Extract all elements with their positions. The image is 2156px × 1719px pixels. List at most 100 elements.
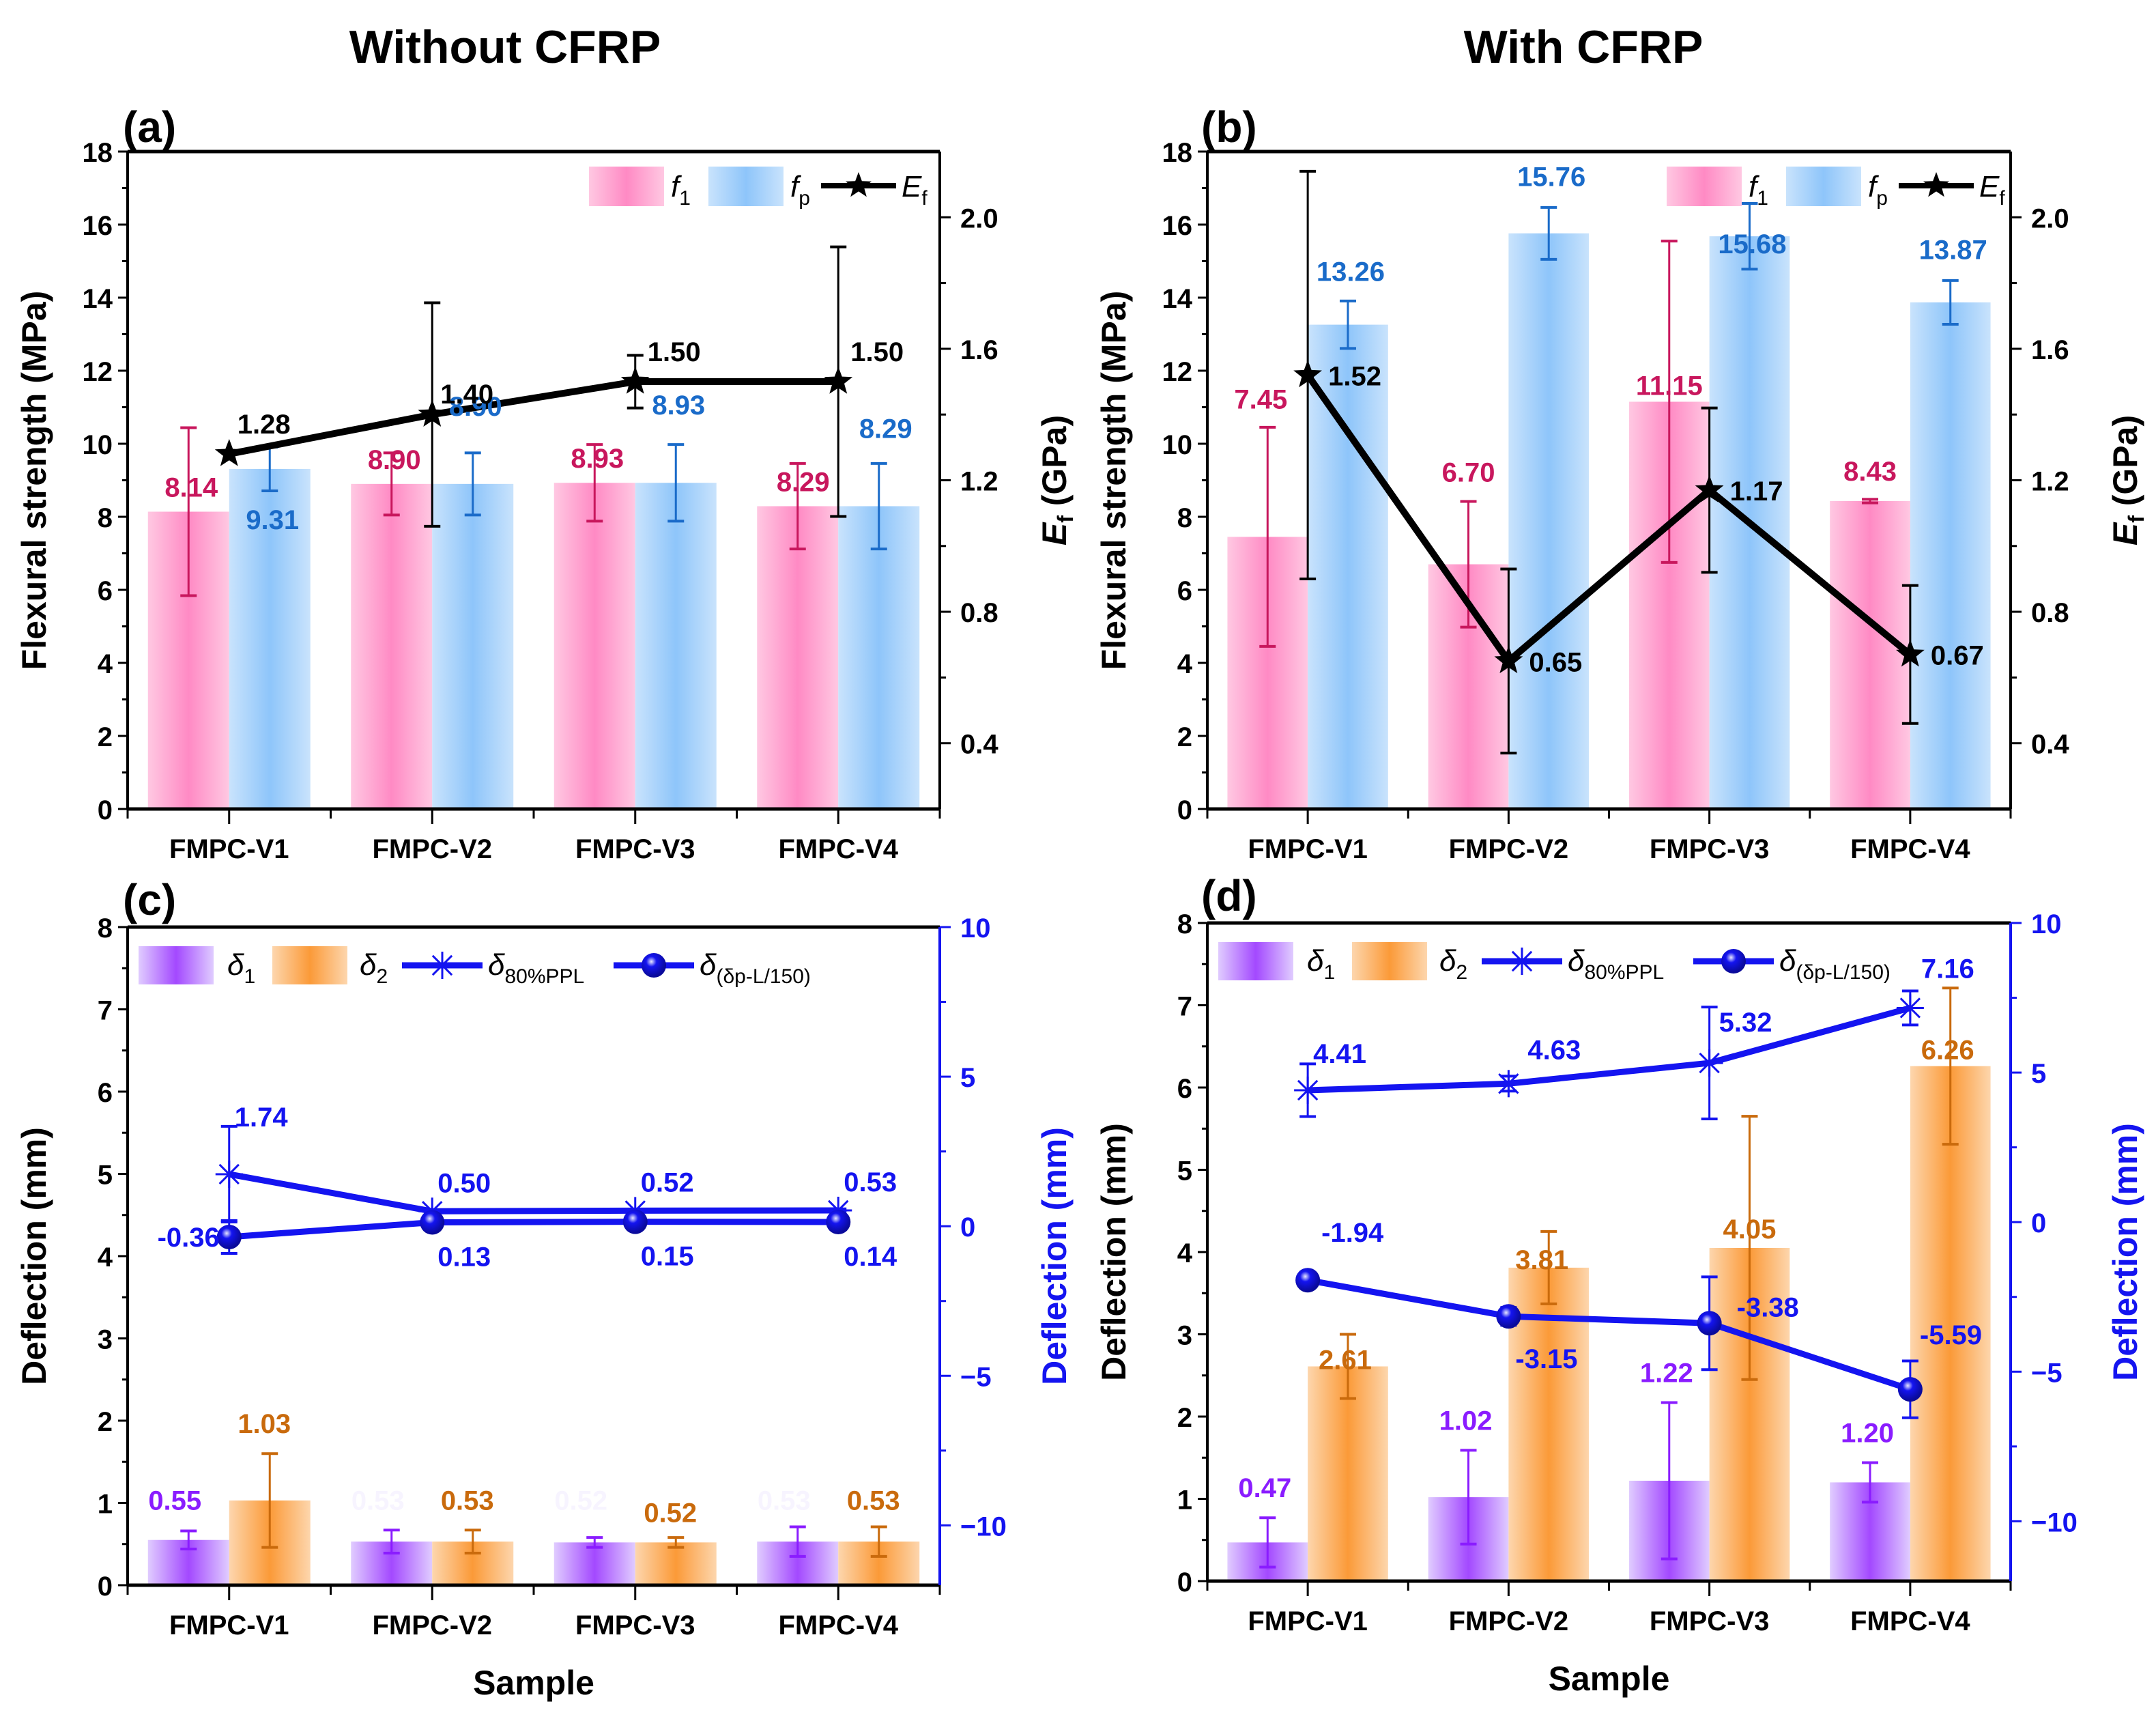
legend-label-d80: δ80%PPL: [488, 948, 584, 988]
y2-tick-label: 5: [2031, 1059, 2046, 1089]
legend-label-fp: fp: [790, 170, 810, 210]
y-axis-title: Deflection (mm): [1095, 1123, 1133, 1381]
data-label-dl: -3.38: [1737, 1292, 1799, 1322]
y2-tick-label: 2.0: [960, 203, 998, 233]
series-line-ef: [1305, 373, 1913, 665]
marker-asterisk: [1495, 1070, 1523, 1098]
x-tick-label: FMPC-V1: [1248, 834, 1368, 864]
marker-asterisk: [1294, 1076, 1322, 1104]
y-tick-label: 18: [83, 138, 113, 168]
column-title-without-cfrp: Without CFRP: [349, 21, 661, 73]
legend-main: δ: [360, 948, 377, 982]
marker-ball: [420, 1210, 445, 1235]
bar-fp-fmpc-v2: [1508, 233, 1590, 810]
series-line-ef: [228, 378, 839, 457]
bar-f1-fmpc-v3: [554, 483, 635, 809]
panel-d: (d) 0 1 2 3 4 5 6 7 8 −10 −5 0 5 10 FMPC-V1 FMPC-V2 FMPC-…: [1095, 871, 2144, 1698]
legend-main: δ: [227, 948, 244, 982]
y-axis-title: Flexural strength (MPa): [15, 291, 53, 670]
legend-swatch-d2: [272, 946, 347, 984]
y-axis-title: Deflection (mm): [15, 1127, 53, 1385]
x-tick-label: FMPC-V2: [1449, 1606, 1569, 1636]
x-tick-label: FMPC-V4: [1850, 834, 1970, 864]
bar-d2-fmpc-v4: [1910, 1066, 1991, 1581]
y-tick-label: 12: [83, 357, 113, 387]
legend-sub: 1: [1323, 961, 1335, 984]
data-label-fp: 9.31: [246, 505, 299, 535]
series-line-d80: [1307, 1005, 1912, 1094]
series-line-dL: [1307, 1277, 1912, 1393]
data-label-d1: 1.20: [1841, 1418, 1894, 1448]
data-label-ef: 1.50: [850, 337, 904, 367]
data-label-d1: 0.53: [758, 1486, 811, 1516]
legend-ball-icon: [642, 953, 666, 978]
marker-star: [214, 439, 244, 466]
y-tick-label: 5: [1177, 1156, 1192, 1187]
x-tick-label: FMPC-V1: [169, 834, 289, 864]
data-label-fp: 15.68: [1718, 229, 1786, 259]
legend-swatch-d2: [1352, 942, 1427, 980]
panel-letter: (a): [123, 102, 176, 152]
y2-axis-title: Ef (GPa): [2106, 415, 2148, 545]
marker-ball: [1897, 1377, 1923, 1402]
y-tick-label: 8: [98, 503, 113, 533]
legend-asterisk-icon: [431, 954, 453, 976]
data-label-ef: 1.17: [1730, 477, 1783, 507]
bar-fp-fmpc-v4: [838, 506, 920, 809]
marker-ball: [1496, 1304, 1521, 1329]
y-tick-label: 8: [98, 913, 113, 943]
x-axis-title: Sample: [473, 1664, 594, 1702]
x-tick-label: FMPC-V1: [1248, 1606, 1368, 1636]
data-label-fp: 13.87: [1919, 235, 1987, 265]
y-tick-label: 1: [98, 1490, 113, 1520]
y2-tick-label: −5: [2031, 1358, 2062, 1388]
y-tick-label: 8: [1177, 909, 1192, 939]
legend-main: δ: [1307, 944, 1324, 978]
data-label-ef: 1.28: [238, 410, 291, 440]
legend-main: δ: [1439, 944, 1456, 978]
legend-sub: 1: [1757, 187, 1768, 210]
legend-sub: f: [1999, 187, 2005, 210]
y-tick-label: 7: [98, 996, 113, 1026]
data-label-f1: 8.93: [571, 444, 624, 474]
legend-sub: p: [1876, 187, 1888, 210]
legend: δ1 δ2 δ80%PPL δ(δp-L/150): [139, 946, 811, 988]
y-tick-label: 2: [1177, 1403, 1192, 1433]
y2-tick-label: 1.6: [2031, 335, 2069, 365]
data-label-d2: 3.81: [1515, 1245, 1568, 1275]
y-tick-label: 0: [1177, 1567, 1192, 1597]
data-label-fp: 15.76: [1517, 162, 1585, 192]
y-tick-label: 4: [1177, 1238, 1193, 1268]
y2-tick-label: 1.6: [960, 335, 998, 365]
y2-axis-title-main: E: [2106, 522, 2144, 545]
data-label-d2: 2.61: [1319, 1345, 1372, 1375]
legend-swatch-f1: [589, 167, 664, 206]
y2-axis-title-main: E: [1035, 522, 1074, 545]
data-label-dl: 0.14: [844, 1242, 897, 1272]
y2-axis-title-sub: f: [2124, 515, 2148, 523]
x-tick-label: FMPC-V3: [1650, 1606, 1770, 1636]
data-label-d1: 0.55: [148, 1486, 201, 1516]
data-label-dl: -0.36: [158, 1223, 220, 1253]
marker-star: [824, 367, 853, 394]
y-tick-label: 18: [1162, 138, 1193, 168]
y-tick-label: 5: [98, 1161, 113, 1191]
legend-swatch-fp: [1786, 167, 1861, 206]
marker-asterisk: [215, 1160, 243, 1188]
data-label-f1: 8.29: [777, 467, 830, 497]
data-label-d2: 1.03: [238, 1409, 291, 1439]
legend-main: δ: [1779, 944, 1796, 978]
legend-label-fp: fp: [1868, 170, 1888, 210]
x-tick-label: FMPC-V3: [1650, 834, 1770, 864]
marker-asterisk: [1896, 994, 1924, 1022]
y2-tick-label: −5: [960, 1362, 992, 1392]
asterisk-stroke: [1899, 997, 1921, 1019]
legend: f 1 fp Ef: [1667, 167, 2005, 210]
data-label-dl: -1.94: [1321, 1218, 1384, 1248]
x-axis-title: Sample: [1549, 1660, 1670, 1698]
y2-tick-label: 5: [960, 1063, 975, 1093]
legend-sub: f: [921, 187, 928, 210]
panel-c: (c) 0 1 2 3 4 5 6 7 8 −10 −5 0 5 10 FMPC-V1 FMPC-V2 FMPC-…: [15, 875, 1074, 1702]
legend-asterisk-icon: [1511, 950, 1533, 972]
data-label-d80: 4.41: [1313, 1039, 1366, 1069]
